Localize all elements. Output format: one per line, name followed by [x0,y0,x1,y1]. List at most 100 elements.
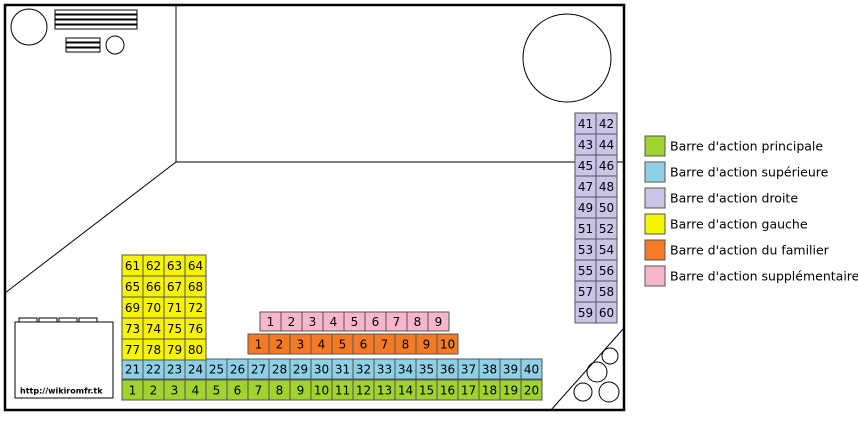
button-number: 11 [335,384,350,398]
button-number: 77 [125,343,140,357]
button-number: 80 [188,343,203,357]
legend-label: Barre d'action principale [670,139,823,154]
chat-tab [78,317,98,323]
button-number: 8 [414,315,422,329]
screen-border [3,3,626,412]
button-number: 13 [377,384,392,398]
legend-swatch [644,135,666,157]
button-number: 47 [578,180,593,194]
pet-portrait [105,35,125,55]
button-number: 38 [482,363,497,377]
button-number: 22 [146,363,161,377]
button-number: 35 [419,363,434,377]
legend-swatch [644,265,666,287]
button-number: 34 [398,363,413,377]
legend-label: Barre d'action supérieure [670,165,829,180]
menu-button [598,381,620,403]
button-number: 2 [150,384,158,398]
button-number: 50 [599,201,614,215]
button-number: 4 [330,315,338,329]
button-number: 28 [272,363,287,377]
button-number: 62 [146,259,161,273]
button-number: 19 [503,384,518,398]
button-number: 27 [251,363,266,377]
button-number: 6 [372,315,380,329]
button-number: 18 [482,384,497,398]
minimap [522,13,612,103]
button-number: 75 [167,322,182,336]
button-number: 63 [167,259,182,273]
screen-frame [3,3,626,412]
button-number: 2 [276,338,284,352]
button-number: 9 [435,315,443,329]
button-number: 14 [398,384,413,398]
action-button [520,358,543,380]
button-number: 72 [188,301,203,315]
legend-label: Barre d'action droite [670,191,798,206]
button-number: 65 [125,280,140,294]
button-number: 20 [524,384,539,398]
button-number: 41 [578,117,593,131]
button-number: 59 [578,306,593,320]
button-number: 79 [167,343,182,357]
url: http://wikiromfr.tk [20,387,103,396]
button-number: 9 [423,338,431,352]
button-number: 37 [461,363,476,377]
button-number: 1 [129,384,137,398]
button-number: 78 [146,343,161,357]
status-bar [65,42,101,48]
room-line [4,161,177,294]
button-number: 71 [167,301,182,315]
button-number: 24 [188,363,203,377]
button-number: 58 [599,285,614,299]
button-number: 48 [599,180,614,194]
button-number: 7 [393,315,401,329]
button-number: 23 [167,363,182,377]
button-number: 42 [599,117,614,131]
button-number: 3 [171,384,179,398]
button-number: 44 [599,138,614,152]
status-bar [65,37,101,43]
button-number: 57 [578,285,593,299]
button-number: 26 [230,363,245,377]
button-number: 46 [599,159,614,173]
button-number: 52 [599,222,614,236]
chat-tab [38,317,58,323]
button-number: 30 [314,363,329,377]
button-number: 2 [288,315,296,329]
chat-tab [18,317,38,323]
chat-tab [58,317,78,323]
button-number: 68 [188,280,203,294]
status-bar [54,14,138,20]
button-number: 7 [255,384,263,398]
button-number: 64 [188,259,203,273]
button-number: 1 [255,338,263,352]
button-number: 61 [125,259,140,273]
button-number: 31 [335,363,350,377]
legend-swatch [644,187,666,209]
button-number: 1 [267,315,275,329]
button-number: 21 [125,363,140,377]
legend-swatch [644,161,666,183]
button-number: 40 [524,363,539,377]
status-bar [54,19,138,25]
action-button [436,333,459,355]
menu-button [586,361,608,383]
button-number: 67 [167,280,182,294]
button-number: 6 [360,338,368,352]
legend-swatch [644,213,666,235]
button-number: 36 [440,363,455,377]
button-number: 15 [419,384,434,398]
button-number: 6 [234,384,242,398]
button-number: 45 [578,159,593,173]
button-number: 9 [297,384,305,398]
button-number: 76 [188,322,203,336]
button-number: 3 [297,338,305,352]
portrait [10,8,48,46]
button-number: 5 [213,384,221,398]
action-button [595,301,618,324]
status-bar [65,47,101,53]
action-button [427,311,450,332]
menu-button [573,382,593,402]
